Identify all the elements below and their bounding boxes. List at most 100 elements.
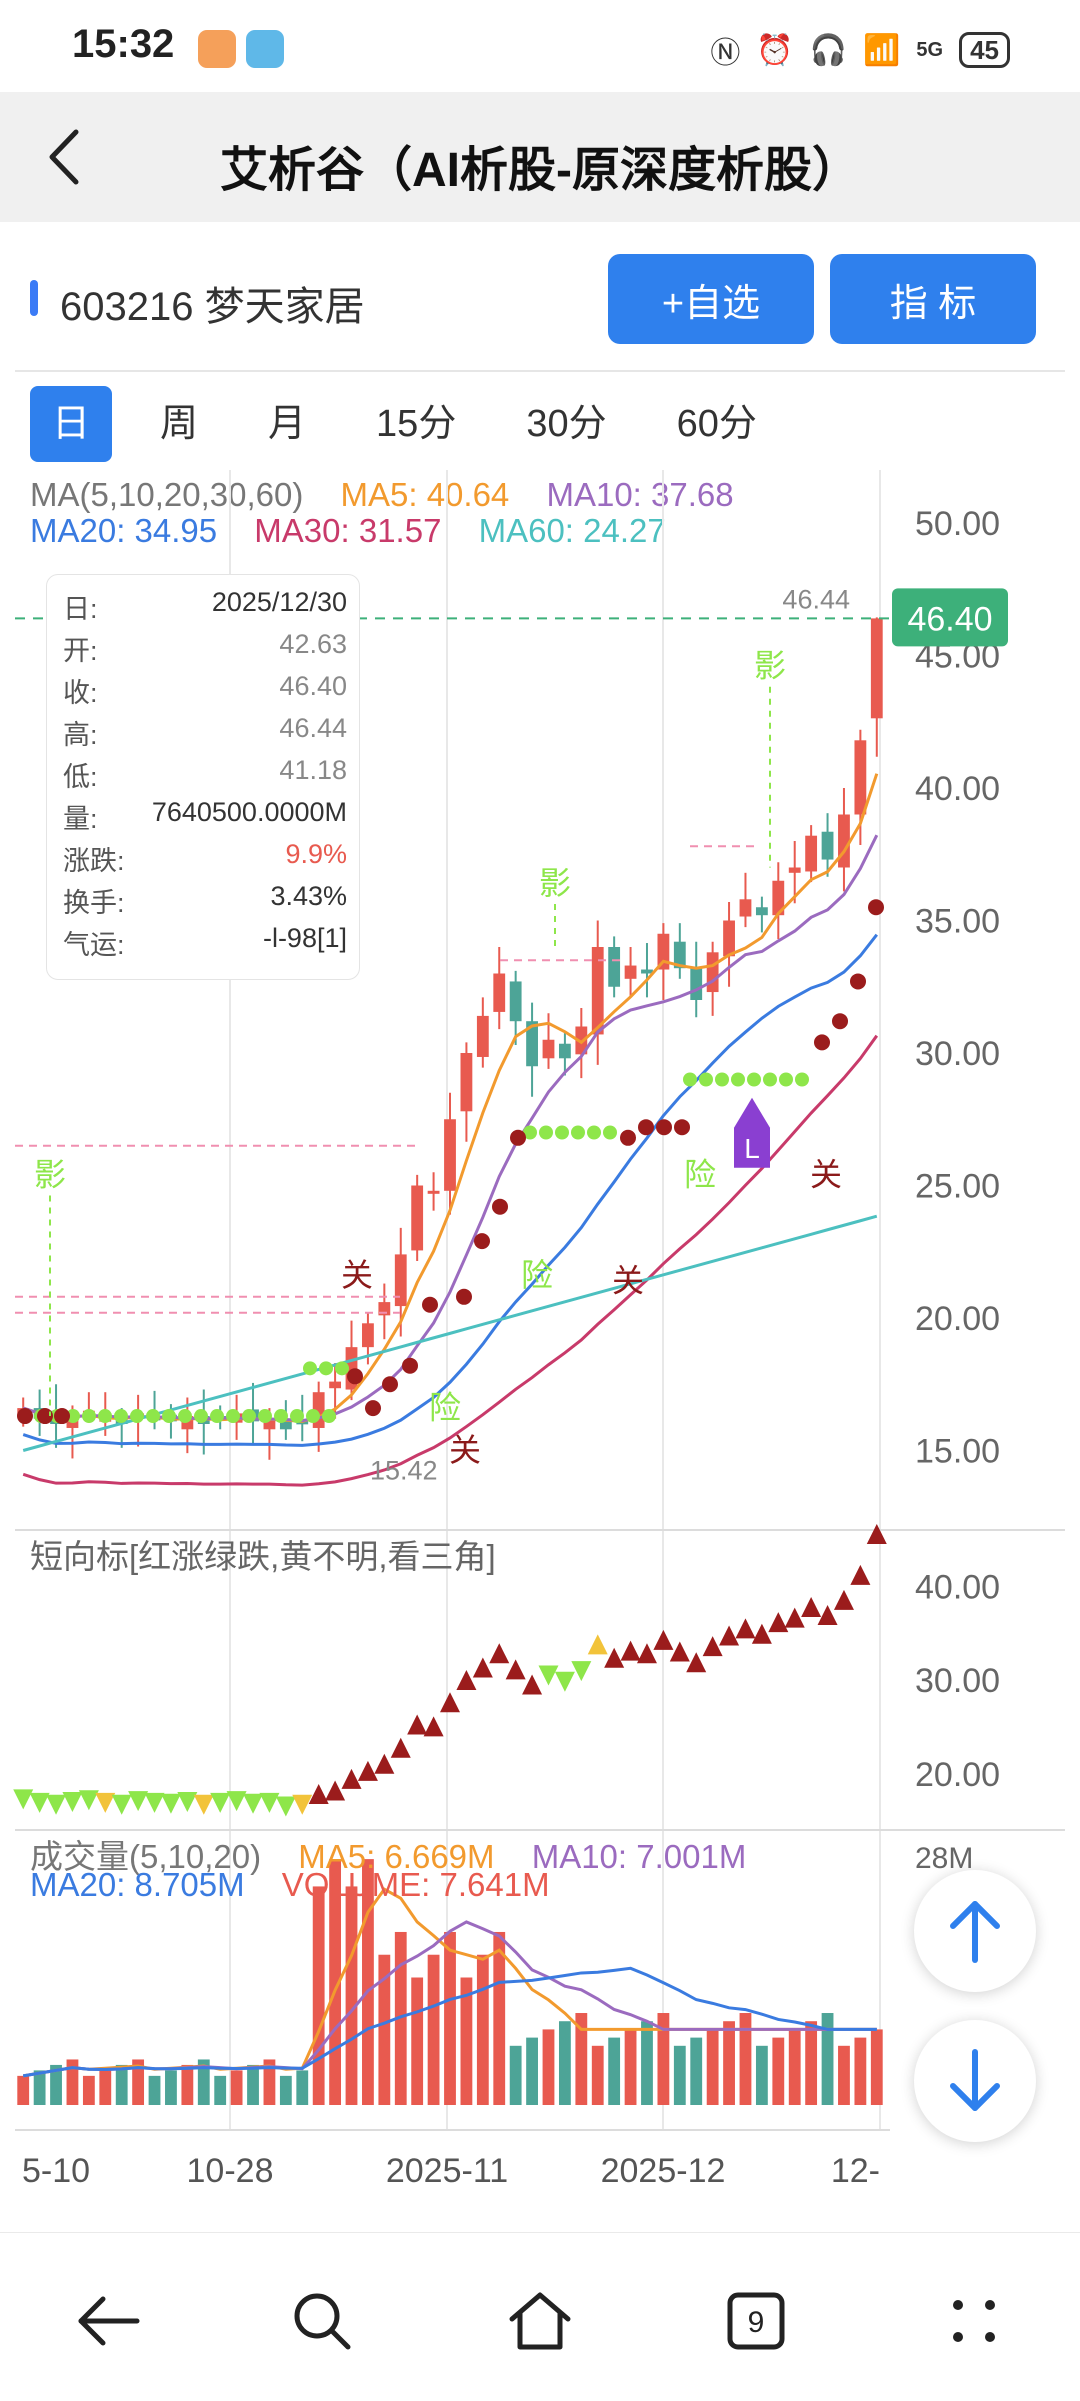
nav-menu-button[interactable] bbox=[934, 2281, 1014, 2361]
ma10-value: MA10: 37.68 bbox=[546, 476, 734, 513]
indicator-triangle bbox=[702, 1636, 723, 1657]
low-note: 15.42 bbox=[370, 1455, 438, 1485]
indicator-triangle bbox=[144, 1792, 165, 1813]
tab-day[interactable]: 日 bbox=[30, 386, 113, 462]
volume-bar bbox=[247, 2064, 259, 2105]
indicator-triangle bbox=[587, 1634, 608, 1655]
signal-dot-red bbox=[37, 1408, 53, 1425]
signal-dot-green bbox=[715, 1072, 729, 1087]
signal-dot-green bbox=[795, 1072, 809, 1087]
guan-label: 关 bbox=[341, 1256, 373, 1294]
tab-15min[interactable]: 15分 bbox=[376, 403, 457, 445]
ying-label: 影 bbox=[754, 647, 786, 685]
indicator-triangle bbox=[489, 1643, 510, 1664]
indicator-triangle bbox=[423, 1716, 444, 1737]
signal-dot-green bbox=[146, 1409, 160, 1424]
signal-dot-red bbox=[456, 1288, 472, 1305]
nav-back-button[interactable] bbox=[68, 2281, 148, 2361]
nav-search-button[interactable] bbox=[282, 2281, 362, 2361]
tab-week[interactable]: 周 bbox=[160, 403, 199, 445]
signal-dot-green bbox=[274, 1409, 288, 1424]
info-low-row: 低: 41.18 bbox=[63, 755, 347, 792]
indicator-axis-label: 30.00 bbox=[915, 1662, 1000, 1700]
signal-dot-green bbox=[335, 1361, 349, 1376]
candle-body bbox=[624, 965, 637, 979]
tab-month[interactable]: 月 bbox=[268, 403, 307, 445]
candle-body bbox=[411, 1185, 424, 1251]
volume-bar bbox=[296, 2070, 309, 2105]
info-turnover-row: 换手: 3.43% bbox=[63, 881, 347, 918]
candle-body bbox=[854, 740, 867, 815]
volume-ma20: MA20: 8.705M bbox=[30, 1866, 245, 1903]
nav-home-button[interactable] bbox=[500, 2281, 580, 2361]
guan-label: 关 bbox=[612, 1262, 644, 1300]
ma30-line bbox=[22, 1034, 879, 1487]
candle-body bbox=[706, 952, 719, 993]
indicator-triangle bbox=[456, 1670, 477, 1690]
x-axis-label: 2025-11 bbox=[386, 2152, 508, 2190]
signal-dot-green bbox=[763, 1072, 777, 1087]
volume-bar bbox=[214, 2075, 227, 2105]
guan-label: 关 bbox=[449, 1431, 481, 1469]
volume-bar bbox=[755, 2045, 768, 2105]
ma30-value: MA30: 31.57 bbox=[254, 512, 442, 549]
high-note: 46.44 bbox=[782, 584, 850, 614]
indicator-triangle bbox=[472, 1657, 493, 1678]
xian-label: 险 bbox=[521, 1256, 553, 1294]
period-tabs: 日 周 月 15分 30分 60分 bbox=[30, 384, 805, 464]
price-axis-label: 35.00 bbox=[915, 903, 1000, 941]
back-icon[interactable] bbox=[38, 122, 98, 192]
short-indicator-label: 短向标[红涨绿跌,黄不明,看三角] bbox=[30, 1538, 496, 1575]
volume-bar bbox=[838, 2045, 850, 2105]
volume-bar bbox=[739, 2013, 752, 2105]
indicator-triangle bbox=[440, 1692, 460, 1713]
signal-dot-green bbox=[66, 1409, 80, 1424]
tab-30min[interactable]: 30分 bbox=[526, 403, 607, 445]
l-badge-text: L bbox=[744, 1133, 760, 1164]
signal-dot-green bbox=[555, 1125, 569, 1140]
info-close-row: 收: 46.40 bbox=[63, 671, 347, 708]
info-luck-row: 气运: -l-98[1] bbox=[63, 923, 347, 960]
volume-ma5: MA5: 6.669M bbox=[298, 1838, 495, 1875]
add-watchlist-button[interactable]: +自选 bbox=[608, 254, 814, 344]
nav-tabs-button[interactable]: 9 bbox=[716, 2281, 796, 2361]
volume-bar bbox=[542, 2029, 555, 2105]
candle-body bbox=[509, 981, 522, 1022]
volume-bar bbox=[394, 1931, 407, 2105]
info-high-row: 高: 46.44 bbox=[63, 713, 347, 750]
signal-dot-red bbox=[382, 1376, 398, 1393]
indicator-triangle bbox=[833, 1589, 854, 1610]
volume-bar bbox=[99, 2070, 112, 2105]
volume-bar bbox=[854, 2037, 867, 2105]
bottom-nav: 9 bbox=[0, 2232, 1080, 2401]
indicator-triangle bbox=[374, 1753, 395, 1774]
signal-dot-green bbox=[747, 1072, 761, 1087]
volume-bar bbox=[312, 1886, 325, 2105]
indicator-triangle bbox=[604, 1647, 625, 1668]
volume-legend-row2: MA20: 8.705M VOLUME: 7.641M bbox=[30, 1866, 578, 1904]
volume-legend: 成交量(5,10,20) MA5: 6.669M MA10: 7.001M bbox=[30, 1830, 774, 1878]
volume-bar bbox=[33, 2070, 46, 2105]
price-axis-label: 20.00 bbox=[915, 1300, 1000, 1338]
scroll-down-button[interactable] bbox=[914, 2020, 1036, 2142]
volume-bar bbox=[263, 2059, 276, 2105]
indicator-triangle bbox=[95, 1792, 116, 1813]
scroll-up-button[interactable] bbox=[914, 1870, 1036, 1992]
ma60-value: MA60: 24.27 bbox=[478, 512, 666, 549]
volume-title: 成交量(5,10,20) bbox=[30, 1838, 262, 1875]
x-axis-label: 2025-12 bbox=[601, 2152, 726, 2190]
candle-body bbox=[329, 1381, 342, 1389]
signal-dot-green bbox=[258, 1409, 272, 1424]
candle-body bbox=[476, 1015, 489, 1057]
page-title: 艾析谷（AI析股-原深度析股） bbox=[220, 144, 860, 197]
tab-60min[interactable]: 60分 bbox=[676, 403, 757, 445]
candle-body bbox=[362, 1323, 374, 1348]
indicator-button[interactable]: 指 标 bbox=[830, 254, 1036, 344]
volume-bar bbox=[279, 2075, 292, 2105]
volume-bar bbox=[706, 2029, 719, 2105]
signal-dot-green bbox=[603, 1125, 617, 1140]
volume-bar bbox=[66, 2059, 79, 2105]
volume-bar bbox=[526, 2037, 538, 2105]
volume-bar bbox=[345, 1886, 358, 2105]
